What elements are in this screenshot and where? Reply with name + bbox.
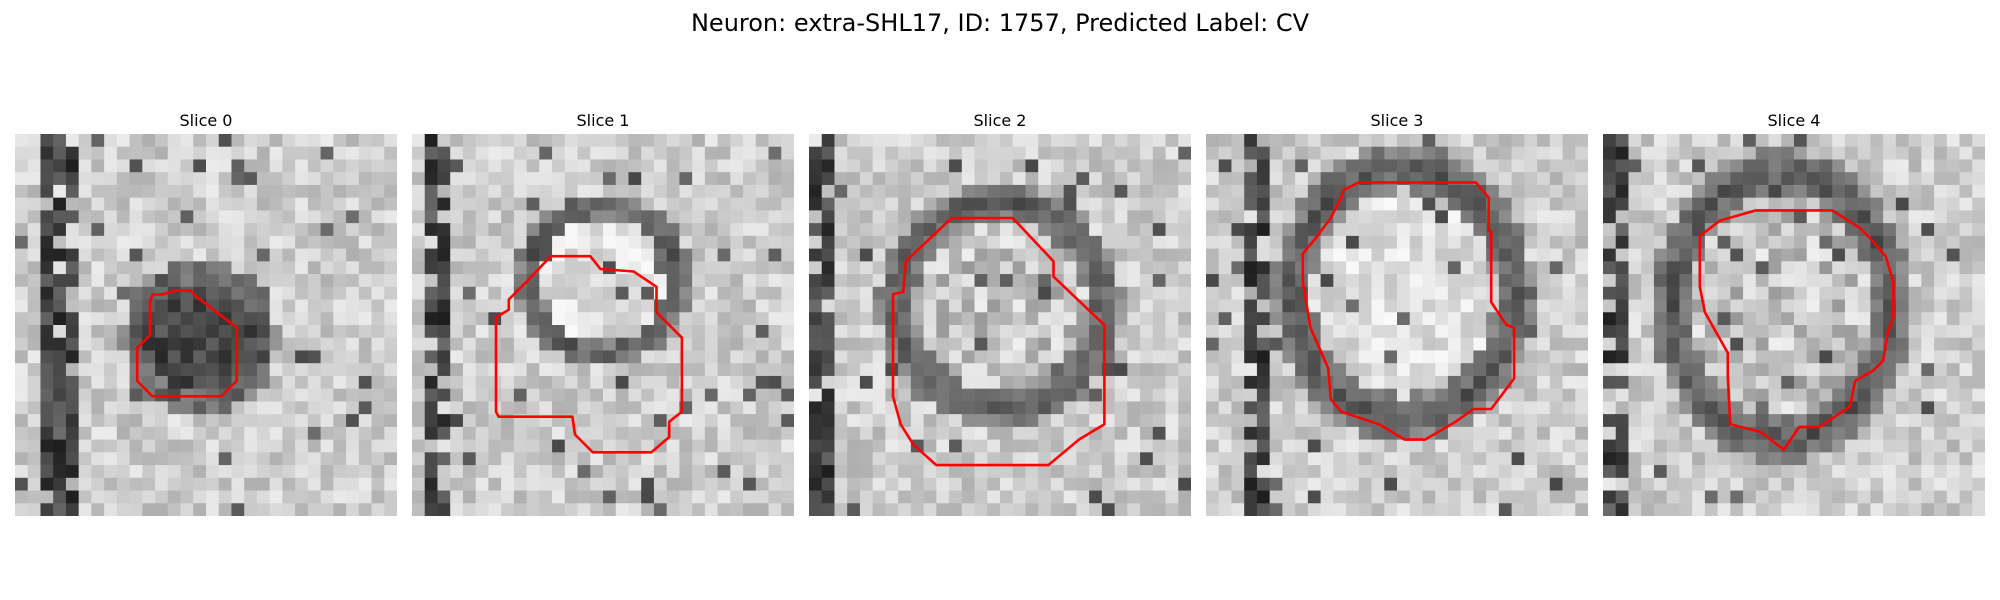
slice-panel-3: Slice 3 [1206, 108, 1588, 516]
slice-image [1206, 134, 1588, 516]
slice-panel-0: Slice 0 [15, 108, 397, 516]
slice-panel-4: Slice 4 [1603, 108, 1985, 516]
slice-title: Slice 1 [576, 111, 630, 130]
segmentation-contour [891, 216, 1106, 467]
slice-title: Slice 0 [179, 111, 233, 130]
segmentation-contour [135, 289, 238, 398]
segmentation-contour [1698, 209, 1895, 452]
slice-image [1603, 134, 1985, 516]
slice-title: Slice 4 [1767, 111, 1821, 130]
slice-image [412, 134, 794, 516]
slice-image [809, 134, 1191, 516]
figure-title: Neuron: extra-SHL17, ID: 1757, Predicted… [690, 9, 1310, 37]
slice-panel-1: Slice 1 [412, 108, 794, 516]
segmentation-contour [494, 254, 684, 454]
segmentation-contour [1301, 181, 1516, 441]
slice-panel-2: Slice 2 [809, 108, 1191, 516]
slice-title: Slice 2 [973, 111, 1027, 130]
slice-title: Slice 3 [1370, 111, 1424, 130]
slice-image [15, 134, 397, 516]
